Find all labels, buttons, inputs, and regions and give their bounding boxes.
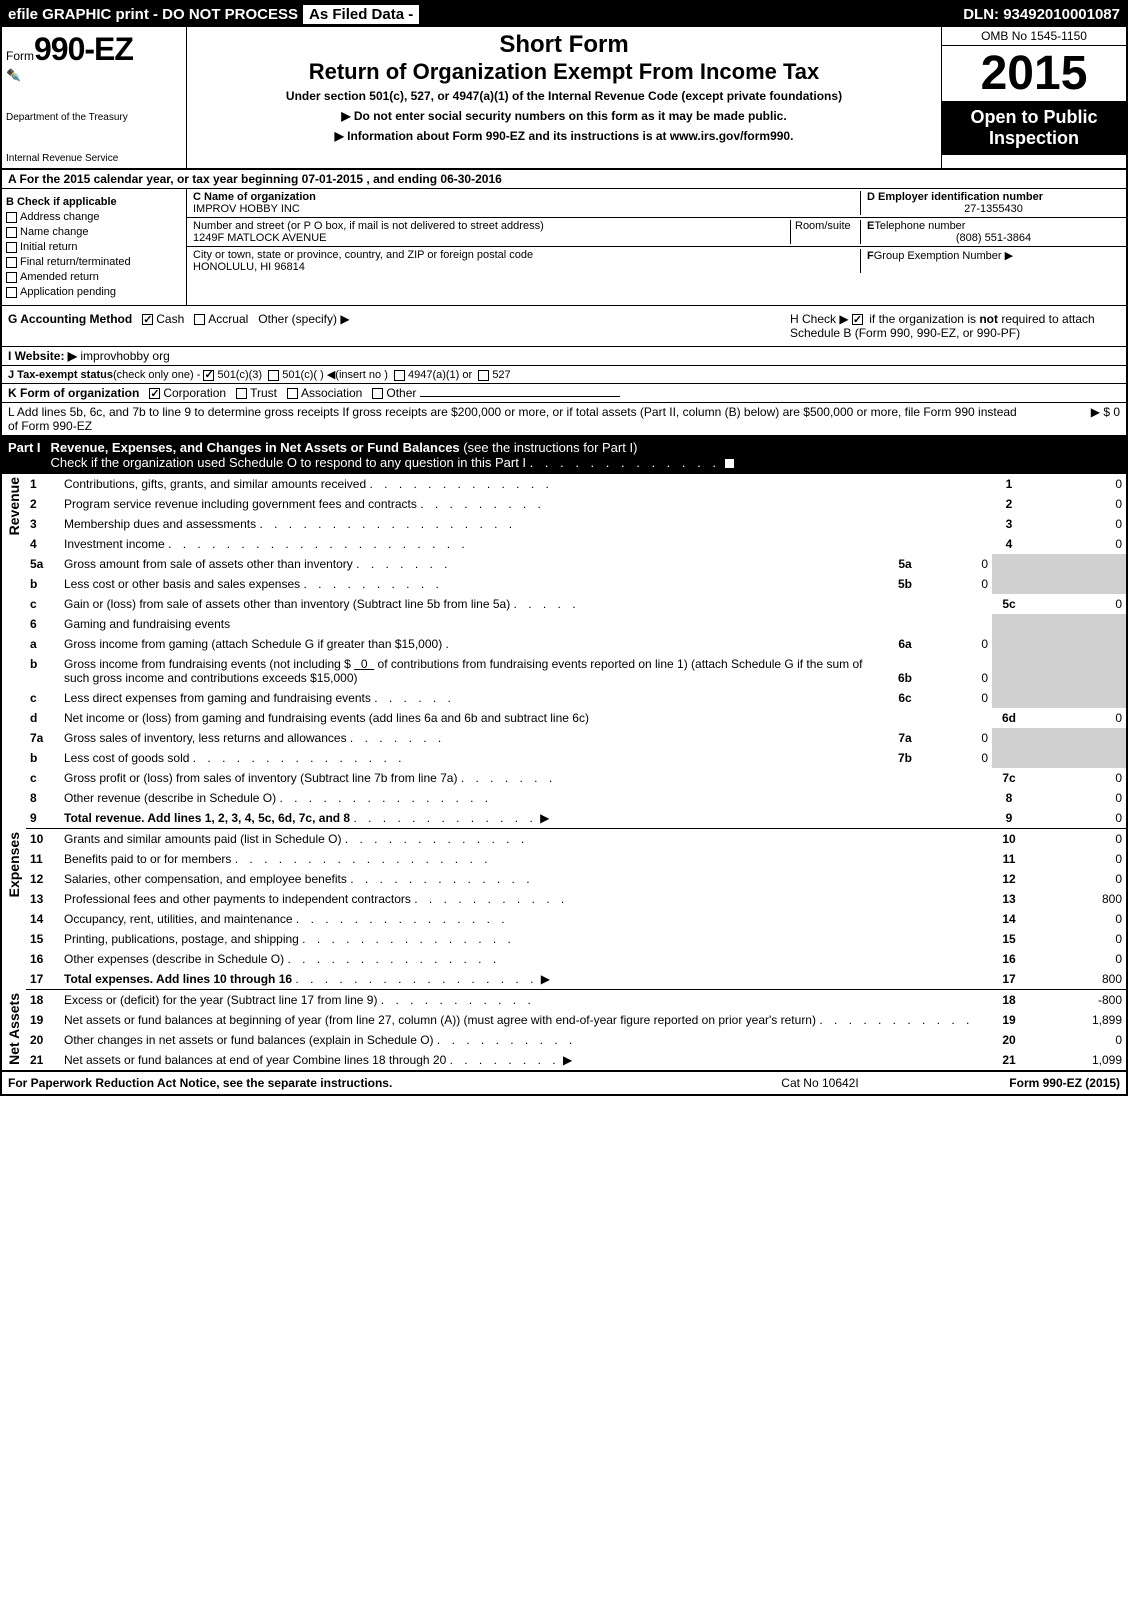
tax-year: 2015 bbox=[942, 46, 1126, 101]
line4-value: 0 bbox=[1026, 534, 1126, 554]
line20-value: 0 bbox=[1026, 1030, 1126, 1050]
line21-value: 1,099 bbox=[1026, 1050, 1126, 1070]
form-header: Form990-EZ ✒️ Department of the Treasury… bbox=[2, 27, 1126, 170]
chk-schedule-o[interactable] bbox=[724, 458, 735, 469]
line6c-value: 0 bbox=[922, 688, 992, 708]
org-name: IMPROV HOBBY INC bbox=[193, 203, 860, 215]
section-b: B Check if applicable Address change Nam… bbox=[2, 189, 187, 305]
form-number: 990-EZ bbox=[34, 31, 133, 67]
section-j: J Tax-exempt status(check only one) - 50… bbox=[2, 366, 1126, 384]
chk-address-change[interactable] bbox=[6, 212, 17, 223]
header-right: OMB No 1545-1150 2015 Open to Public Ins… bbox=[941, 27, 1126, 168]
paperwork-notice: For Paperwork Reduction Act Notice, see … bbox=[8, 1076, 720, 1090]
line6a-value: 0 bbox=[922, 634, 992, 654]
form-title: Return of Organization Exempt From Incom… bbox=[195, 59, 933, 85]
page-footer: For Paperwork Reduction Act Notice, see … bbox=[2, 1070, 1126, 1094]
chk-501c[interactable] bbox=[268, 370, 279, 381]
block-bcdef: B Check if applicable Address change Nam… bbox=[2, 189, 1126, 306]
line8-value: 0 bbox=[1026, 788, 1126, 808]
org-address: 1249F MATLOCK AVENUE bbox=[193, 232, 790, 244]
cat-no: Cat No 10642I bbox=[720, 1076, 920, 1090]
line7b-value: 0 bbox=[922, 748, 992, 768]
section-l: L Add lines 5b, 6c, and 7b to line 9 to … bbox=[2, 403, 1126, 436]
dept-treasury: Department of the Treasury bbox=[6, 112, 182, 123]
line12-value: 0 bbox=[1026, 869, 1126, 889]
part1-table: Revenue 1 Contributions, gifts, grants, … bbox=[2, 474, 1126, 1070]
telephone: (808) 551-3864 bbox=[867, 232, 1120, 244]
efile-text: efile GRAPHIC print - DO NOT PROCESS bbox=[8, 6, 298, 23]
line13-value: 800 bbox=[1026, 889, 1126, 909]
line9-value: 0 bbox=[1026, 808, 1126, 829]
form-ref: Form 990-EZ (2015) bbox=[920, 1076, 1120, 1090]
chk-501c3[interactable] bbox=[203, 370, 214, 381]
side-expenses: Expenses bbox=[6, 832, 22, 897]
line16-value: 0 bbox=[1026, 949, 1126, 969]
line11-value: 0 bbox=[1026, 849, 1126, 869]
line6b-value: 0 bbox=[922, 654, 992, 688]
info-note: ▶ Information about Form 990-EZ and its … bbox=[195, 129, 933, 143]
line-a: A For the 2015 calendar year, or tax yea… bbox=[2, 170, 1126, 189]
line7a-value: 0 bbox=[922, 728, 992, 748]
line10-value: 0 bbox=[1026, 829, 1126, 850]
under-section: Under section 501(c), 527, or 4947(a)(1)… bbox=[195, 89, 933, 103]
omb-number: OMB No 1545-1150 bbox=[942, 27, 1126, 46]
line18-value: -800 bbox=[1026, 990, 1126, 1011]
chk-cash[interactable] bbox=[142, 314, 153, 325]
org-city: HONOLULU, HI 96814 bbox=[193, 261, 860, 273]
chk-corporation[interactable] bbox=[149, 388, 160, 399]
chk-association[interactable] bbox=[287, 388, 298, 399]
open-inspection: Open to Public Inspection bbox=[942, 101, 1126, 155]
line15-value: 0 bbox=[1026, 929, 1126, 949]
gross-receipts: ▶ $ 0 bbox=[1020, 405, 1120, 433]
chk-accrual[interactable] bbox=[194, 314, 205, 325]
section-gh: G Accounting Method Cash Accrual Other (… bbox=[2, 306, 1126, 347]
line5c-value: 0 bbox=[1026, 594, 1126, 614]
form-prefix: Form bbox=[6, 49, 34, 63]
line17-value: 800 bbox=[1026, 969, 1126, 990]
chk-4947a1[interactable] bbox=[394, 370, 405, 381]
chk-final-return[interactable] bbox=[6, 257, 17, 268]
side-revenue: Revenue bbox=[6, 477, 22, 535]
line5b-value: 0 bbox=[922, 574, 992, 594]
header-left: Form990-EZ ✒️ Department of the Treasury… bbox=[2, 27, 187, 168]
tax-year-begin: 07-01-2015 bbox=[302, 172, 363, 186]
chk-not-schedule-b[interactable] bbox=[852, 314, 863, 325]
line1-value: 0 bbox=[1026, 474, 1126, 494]
ssn-note: ▶ Do not enter social security numbers o… bbox=[195, 109, 933, 123]
chk-name-change[interactable] bbox=[6, 227, 17, 238]
as-filed-button[interactable]: As Filed Data - bbox=[302, 4, 420, 25]
line7c-value: 0 bbox=[1026, 768, 1126, 788]
efile-topbar: efile GRAPHIC print - DO NOT PROCESS As … bbox=[2, 2, 1126, 27]
chk-initial-return[interactable] bbox=[6, 242, 17, 253]
section-k: K Form of organization Corporation Trust… bbox=[2, 384, 1126, 403]
line3-value: 0 bbox=[1026, 514, 1126, 534]
chk-amended-return[interactable] bbox=[6, 272, 17, 283]
side-netassets: Net Assets bbox=[6, 993, 22, 1065]
chk-application-pending[interactable] bbox=[6, 287, 17, 298]
irs-link[interactable]: www.irs.gov/form990 bbox=[670, 129, 790, 143]
section-cdef: C Name of organization IMPROV HOBBY INC … bbox=[187, 189, 1126, 305]
line6d-value: 0 bbox=[1026, 708, 1126, 728]
form-990ez-page: efile GRAPHIC print - DO NOT PROCESS As … bbox=[0, 0, 1128, 1096]
chk-other-org[interactable] bbox=[372, 388, 383, 399]
section-i: I Website: ▶ improvhobby org bbox=[2, 347, 1126, 366]
tax-year-end: 06-30-2016 bbox=[440, 172, 501, 186]
short-form: Short Form bbox=[195, 31, 933, 59]
chk-trust[interactable] bbox=[236, 388, 247, 399]
header-mid: Short Form Return of Organization Exempt… bbox=[187, 27, 941, 168]
line5a-value: 0 bbox=[922, 554, 992, 574]
website: improvhobby org bbox=[80, 349, 169, 363]
line19-value: 1,899 bbox=[1026, 1010, 1126, 1030]
line2-value: 0 bbox=[1026, 494, 1126, 514]
dept-irs: Internal Revenue Service bbox=[6, 153, 182, 164]
dln: DLN: 93492010001087 bbox=[963, 6, 1120, 23]
ein: 27-1355430 bbox=[867, 203, 1120, 215]
line14-value: 0 bbox=[1026, 909, 1126, 929]
part1-header: Part I Revenue, Expenses, and Changes in… bbox=[2, 436, 1126, 474]
chk-527[interactable] bbox=[478, 370, 489, 381]
